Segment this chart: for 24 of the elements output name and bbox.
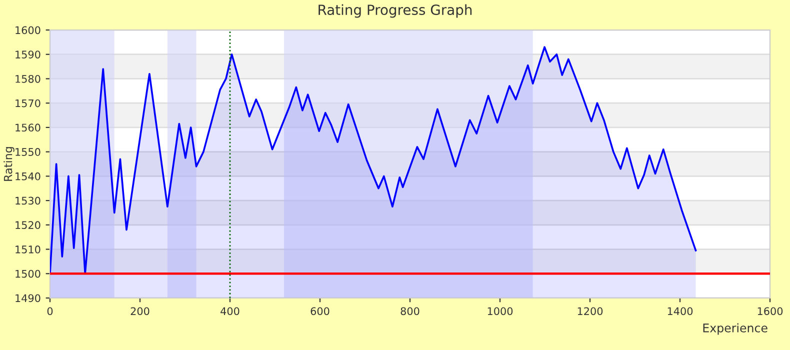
y-tick-label: 1600: [16, 26, 40, 34]
chart-title: Rating Progress Graph: [318, 4, 472, 18]
x-tick-label: 1000: [488, 307, 513, 316]
y-tick-label: 1540: [16, 172, 40, 180]
y-tick-label: 1520: [16, 221, 40, 230]
x-tick-label: 400: [220, 307, 240, 316]
y-tick-label: 1530: [16, 196, 40, 205]
y-tick-label: 1490: [16, 294, 40, 302]
y-tick-label: 1560: [16, 124, 40, 132]
x-tick-label: 0: [47, 307, 53, 316]
y-tick-label: 1550: [16, 148, 40, 156]
x-tick-label: 1400: [668, 307, 693, 316]
y-tick-label: 1510: [16, 246, 40, 254]
y-tick-label: 1580: [16, 74, 40, 83]
x-tick-label: 1200: [578, 307, 603, 316]
y-tick-label: 1570: [16, 99, 40, 108]
x-tick-label: 800: [400, 307, 420, 316]
y-tick-label: 1500: [16, 270, 40, 278]
x-tick-label: 1600: [758, 307, 783, 316]
x-tick-label: 600: [310, 307, 330, 316]
y-tick-label: 1590: [16, 50, 40, 58]
x-tick-label: 200: [130, 307, 150, 316]
y-axis-title: Rating: [4, 147, 14, 181]
x-axis-title: Experience: [703, 323, 768, 335]
